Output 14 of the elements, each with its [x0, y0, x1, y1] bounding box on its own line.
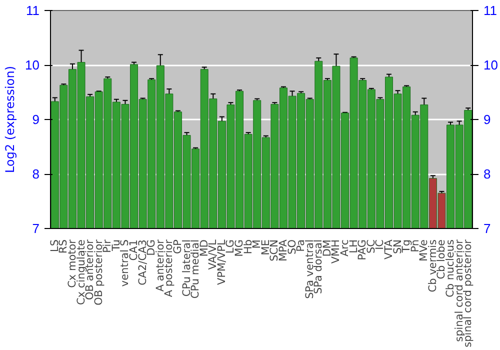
y-tick-label: 10 — [25, 58, 40, 72]
x-tick-label: Tg — [400, 239, 413, 254]
y-tick-label: 9 — [32, 112, 40, 127]
y2-tick-label: 7 — [484, 221, 491, 236]
y2-tick-label: 11 — [484, 3, 497, 18]
y-tick-label: 8 — [32, 166, 40, 182]
y-tick-label: 11 — [26, 3, 40, 18]
y-axis-title: Log2 (expression) — [3, 66, 18, 173]
y-tick-label: 7 — [32, 221, 40, 236]
y2-tick-label: 9 — [484, 112, 491, 127]
y2-tick-label: 8 — [484, 166, 491, 182]
x-tick-label: OB posterior — [92, 238, 105, 306]
x-tick-label: spinal cord posterior — [462, 238, 474, 348]
y2-tick-label: 10 — [484, 58, 498, 72]
